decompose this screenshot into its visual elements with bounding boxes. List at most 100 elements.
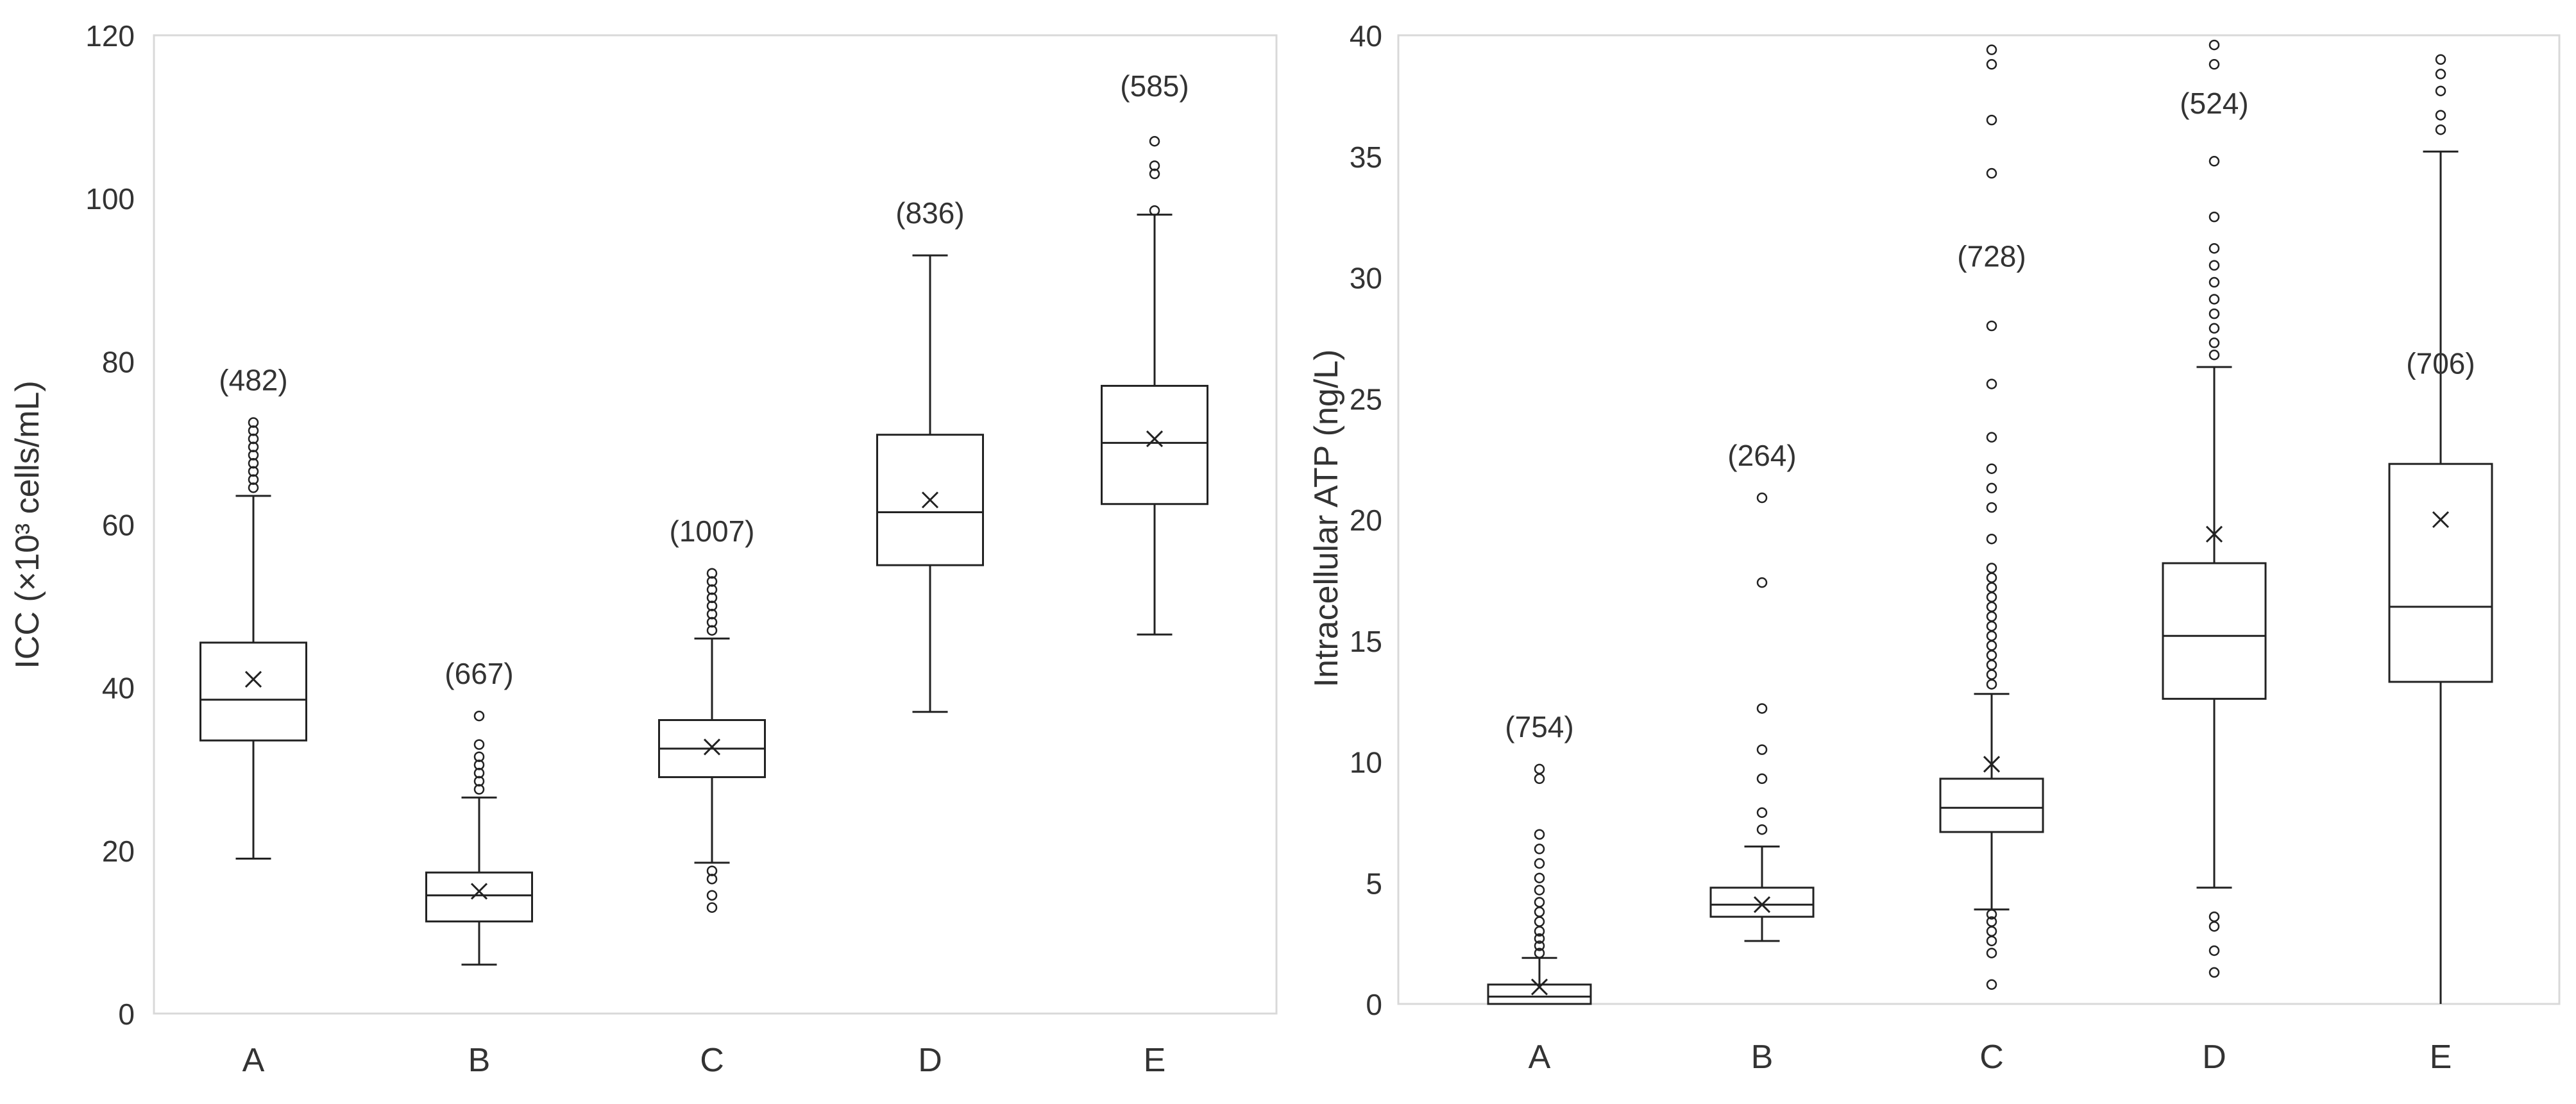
sample-size-label: (482) — [219, 364, 287, 397]
y-tick-label: 60 — [102, 509, 135, 542]
outlier-point — [2208, 59, 2220, 70]
outlier-point — [1986, 659, 1997, 670]
y-tick-label: 20 — [1350, 504, 1382, 537]
sample-size-label: (728) — [1957, 240, 2026, 273]
outlier-point — [706, 568, 718, 579]
outlier-point — [1986, 167, 1997, 179]
outlier-point — [706, 600, 718, 611]
outlier-point — [1986, 630, 1997, 641]
outlier-point — [1986, 591, 1997, 603]
y-tick-label: 5 — [1366, 867, 1382, 900]
outlier-point — [1986, 650, 1997, 661]
sample-size-label: (706) — [2406, 346, 2475, 380]
outlier-point — [248, 474, 259, 485]
outlier-point — [1534, 933, 1545, 944]
outlier-point — [1149, 135, 1160, 147]
mean-marker — [470, 883, 488, 900]
outlier-point — [706, 584, 718, 595]
x-tick-label: C — [700, 1042, 724, 1079]
outlier-point — [1986, 611, 1997, 622]
outlier-point — [473, 767, 485, 779]
outlier-point — [1986, 601, 1997, 613]
outlier-point — [1149, 160, 1160, 171]
y-axis-label: ICC (×10³ cells/mL) — [9, 380, 46, 668]
outlier-point — [2208, 921, 2220, 932]
x-tick-label: B — [1751, 1039, 1774, 1076]
outlier-point — [473, 776, 485, 787]
outlier-point — [1534, 872, 1545, 883]
outlier-point — [706, 890, 718, 901]
outlier-point — [1534, 844, 1545, 854]
outlier-point — [2208, 945, 2220, 956]
boxes: (754) (264) (728) (524) (706) — [1487, 39, 2493, 1005]
outlier-point — [2208, 294, 2220, 305]
outlier-point — [1986, 979, 1997, 990]
box-a — [1487, 763, 1592, 1005]
atp-box-chart: Intracellular ATP (ng/L) 0 5 10 15 20 25 30 35 4… — [1308, 19, 2561, 1076]
outlier-point — [1986, 935, 1997, 947]
sample-size-label: (585) — [1120, 69, 1189, 103]
mean-marker — [244, 670, 262, 688]
outlier-point — [2208, 967, 2220, 978]
outlier-point — [1986, 679, 1997, 690]
boxes: (482) (667) (1007) (836) (585) — [199, 69, 1208, 966]
y-tick-label: 25 — [1350, 382, 1382, 416]
outlier-point — [706, 865, 718, 876]
y-tick-label: 35 — [1350, 140, 1382, 174]
outlier-point — [1986, 640, 1997, 651]
x-tick-label: A — [1529, 1039, 1551, 1076]
outlier-point — [1986, 432, 1997, 443]
mean-marker — [1146, 430, 1164, 448]
y-tick-label: 100 — [85, 182, 135, 216]
outlier-point — [1756, 577, 1768, 588]
outlier-point — [1534, 906, 1545, 917]
outlier-point — [1986, 502, 1997, 513]
outlier-point — [1986, 114, 1997, 126]
box-b — [425, 710, 533, 966]
iqr-box — [1939, 777, 2044, 833]
outlier-point — [1986, 563, 1997, 573]
outlier-point — [2208, 39, 2220, 51]
x-tick-label: A — [242, 1042, 265, 1079]
box-e — [1101, 135, 1208, 636]
x-tick-label: C — [1979, 1039, 2004, 1076]
outlier-point — [1986, 533, 1997, 545]
iqr-box — [1709, 887, 1815, 918]
plot-area-border — [153, 34, 1278, 1015]
x-tick-labels: A B C D E — [242, 1042, 1166, 1079]
iqr-box — [425, 871, 533, 922]
x-tick-label: D — [918, 1042, 942, 1079]
y-tick-label: 120 — [85, 19, 135, 53]
mean-marker — [1983, 756, 2001, 773]
outlier-point — [2208, 350, 2220, 361]
y-tick-label: 40 — [102, 672, 135, 705]
iqr-box — [1101, 384, 1208, 505]
outlier-point — [1986, 572, 1997, 583]
outlier-point — [248, 457, 259, 469]
outlier-point — [1986, 378, 1997, 389]
mean-marker — [703, 738, 721, 756]
box-d — [876, 254, 984, 713]
sample-size-label: (667) — [445, 657, 513, 690]
x-tick-labels: A B C D E — [1529, 1039, 2452, 1076]
outlier-point — [1756, 744, 1768, 755]
sample-size-label: (754) — [1505, 710, 1573, 743]
y-tick-label: 40 — [1350, 19, 1382, 53]
outlier-point — [1534, 773, 1545, 785]
outlier-point — [1534, 885, 1545, 896]
outlier-point — [473, 760, 485, 770]
outlier-point — [1756, 492, 1768, 504]
outlier-point — [2208, 276, 2220, 288]
mean-marker — [2432, 511, 2450, 529]
outlier-point — [1986, 669, 1997, 680]
x-tick-label: E — [1144, 1042, 1166, 1079]
outlier-point — [473, 784, 485, 795]
icc-box-chart: ICC (×10³ cells/mL) 0 20 40 60 80 100 120 A B C D… — [9, 19, 1278, 1079]
outlier-point — [1534, 763, 1545, 775]
x-tick-label: E — [2430, 1039, 2452, 1076]
y-tick-labels: 0 5 10 15 20 25 30 35 40 — [1350, 19, 1382, 1021]
outlier-point — [1534, 947, 1545, 958]
outlier-point — [706, 625, 718, 636]
y-tick-label: 15 — [1350, 625, 1382, 658]
outlier-point — [2208, 156, 2220, 167]
